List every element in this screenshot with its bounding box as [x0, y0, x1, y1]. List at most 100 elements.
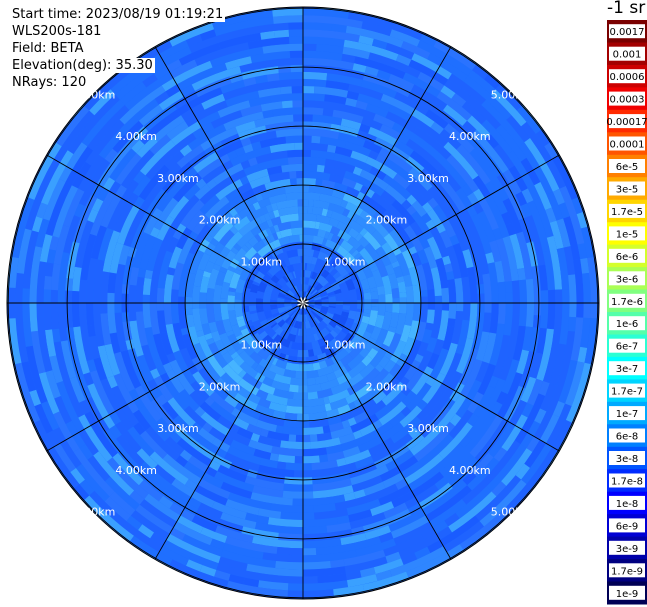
range-gate-cell	[233, 243, 242, 251]
range-gate-cell	[100, 313, 112, 346]
range-gate-cell	[310, 437, 341, 449]
range-gate-cell	[22, 230, 39, 289]
range-gate-cell	[283, 419, 303, 429]
range-gate-cell	[192, 342, 207, 362]
range-gate-cell	[388, 326, 397, 333]
range-gate-cell	[457, 126, 472, 140]
range-gate-cell	[139, 131, 154, 145]
range-gate-cell	[222, 83, 258, 101]
range-gate-cell	[25, 199, 41, 231]
range-gate-cell	[284, 476, 313, 485]
range-gate-cell	[259, 457, 278, 469]
range-gate-cell	[134, 126, 149, 140]
range-gate-cell	[514, 393, 546, 445]
range-gate-cell	[248, 95, 272, 108]
range-gate-cell	[303, 335, 308, 344]
range-gate-cell	[455, 344, 465, 355]
range-gate-cell	[443, 521, 485, 553]
range-gate-cell	[303, 455, 320, 464]
range-gate-cell	[542, 250, 555, 291]
range-gate-cell	[194, 406, 206, 417]
range-gate-cell	[284, 185, 303, 194]
range-gate-cell	[392, 297, 400, 303]
range-gate-cell	[182, 333, 198, 360]
range-gate-cell	[495, 238, 512, 282]
range-gate-cell	[261, 273, 272, 285]
range-gate-cell	[187, 455, 209, 473]
range-gate-cell	[442, 325, 455, 351]
range-gate-cell	[373, 113, 396, 129]
range-gate-cell	[330, 225, 341, 236]
range-gate-cell	[149, 134, 171, 155]
range-gate-cell	[182, 252, 196, 273]
range-gate-cell	[40, 417, 53, 434]
range-gate-cell	[501, 414, 528, 452]
range-gate-cell	[254, 364, 266, 375]
range-gate-cell	[552, 401, 565, 418]
range-gate-cell	[254, 114, 294, 128]
beta-field-cells	[7, 7, 599, 599]
range-gate-cell	[501, 448, 533, 487]
range-gate-cell	[348, 11, 365, 22]
range-gate-cell	[393, 265, 404, 278]
range-gate-cell	[268, 363, 286, 376]
range-gate-cell	[386, 332, 402, 355]
range-gate-cell	[363, 292, 372, 300]
range-gate-cell	[190, 422, 203, 434]
range-gate-cell	[340, 239, 354, 253]
range-gate-cell	[309, 311, 316, 319]
range-gate-cell	[394, 356, 415, 382]
range-gate-cell	[425, 84, 441, 98]
range-gate-cell	[343, 170, 367, 186]
range-gate-cell	[506, 115, 531, 143]
range-gate-cell	[348, 341, 357, 349]
range-gate-cell	[359, 123, 371, 134]
range-gate-cell	[8, 256, 19, 288]
range-gate-cell	[256, 309, 264, 313]
range-gate-cell	[311, 340, 320, 350]
range-gate-cell	[552, 188, 565, 205]
range-gate-cell	[539, 290, 549, 329]
range-gate-cell	[568, 274, 577, 318]
range-gate-cell	[63, 215, 81, 254]
range-gate-cell	[138, 480, 163, 502]
range-gate-cell	[93, 357, 107, 381]
range-gate-cell	[303, 227, 319, 237]
range-gate-cell	[303, 284, 305, 292]
range-gate-cell	[313, 333, 320, 342]
range-gate-cell	[289, 384, 299, 393]
range-gate-cell	[520, 203, 532, 218]
range-gate-cell	[133, 170, 146, 184]
range-gate-cell	[459, 516, 501, 551]
range-gate-cell	[346, 381, 364, 396]
range-gate-cell	[59, 142, 88, 182]
range-gate-cell	[303, 241, 313, 250]
range-gate-cell	[330, 380, 352, 395]
range-gate-cell	[303, 255, 313, 264]
range-gate-cell	[145, 152, 172, 180]
range-gate-cell	[294, 293, 300, 300]
range-gate-cell	[163, 303, 173, 325]
range-gate-cell	[405, 285, 414, 303]
range-gate-cell	[427, 186, 445, 205]
range-gate-cell	[502, 169, 516, 184]
range-gate-cell	[78, 429, 99, 456]
range-gate-cell	[319, 308, 328, 315]
range-gate-cell	[306, 306, 312, 313]
range-gate-cell	[322, 425, 331, 434]
range-gate-cell	[225, 330, 235, 337]
azimuth-spoke	[154, 302, 304, 560]
range-gate-cell	[421, 212, 432, 224]
range-gate-cell	[381, 377, 401, 396]
range-gate-cell	[289, 178, 297, 186]
range-gate-cell	[394, 91, 429, 116]
range-gate-cell	[213, 242, 225, 255]
range-gate-cell	[273, 314, 283, 324]
range-gate-cell	[272, 8, 303, 17]
range-gate-cell	[199, 194, 220, 215]
range-gate-cell	[143, 117, 158, 132]
range-gate-cell	[300, 277, 303, 285]
range-gate-cell	[72, 266, 82, 292]
range-gate-cell	[527, 378, 543, 406]
range-gate-cell	[254, 233, 262, 242]
